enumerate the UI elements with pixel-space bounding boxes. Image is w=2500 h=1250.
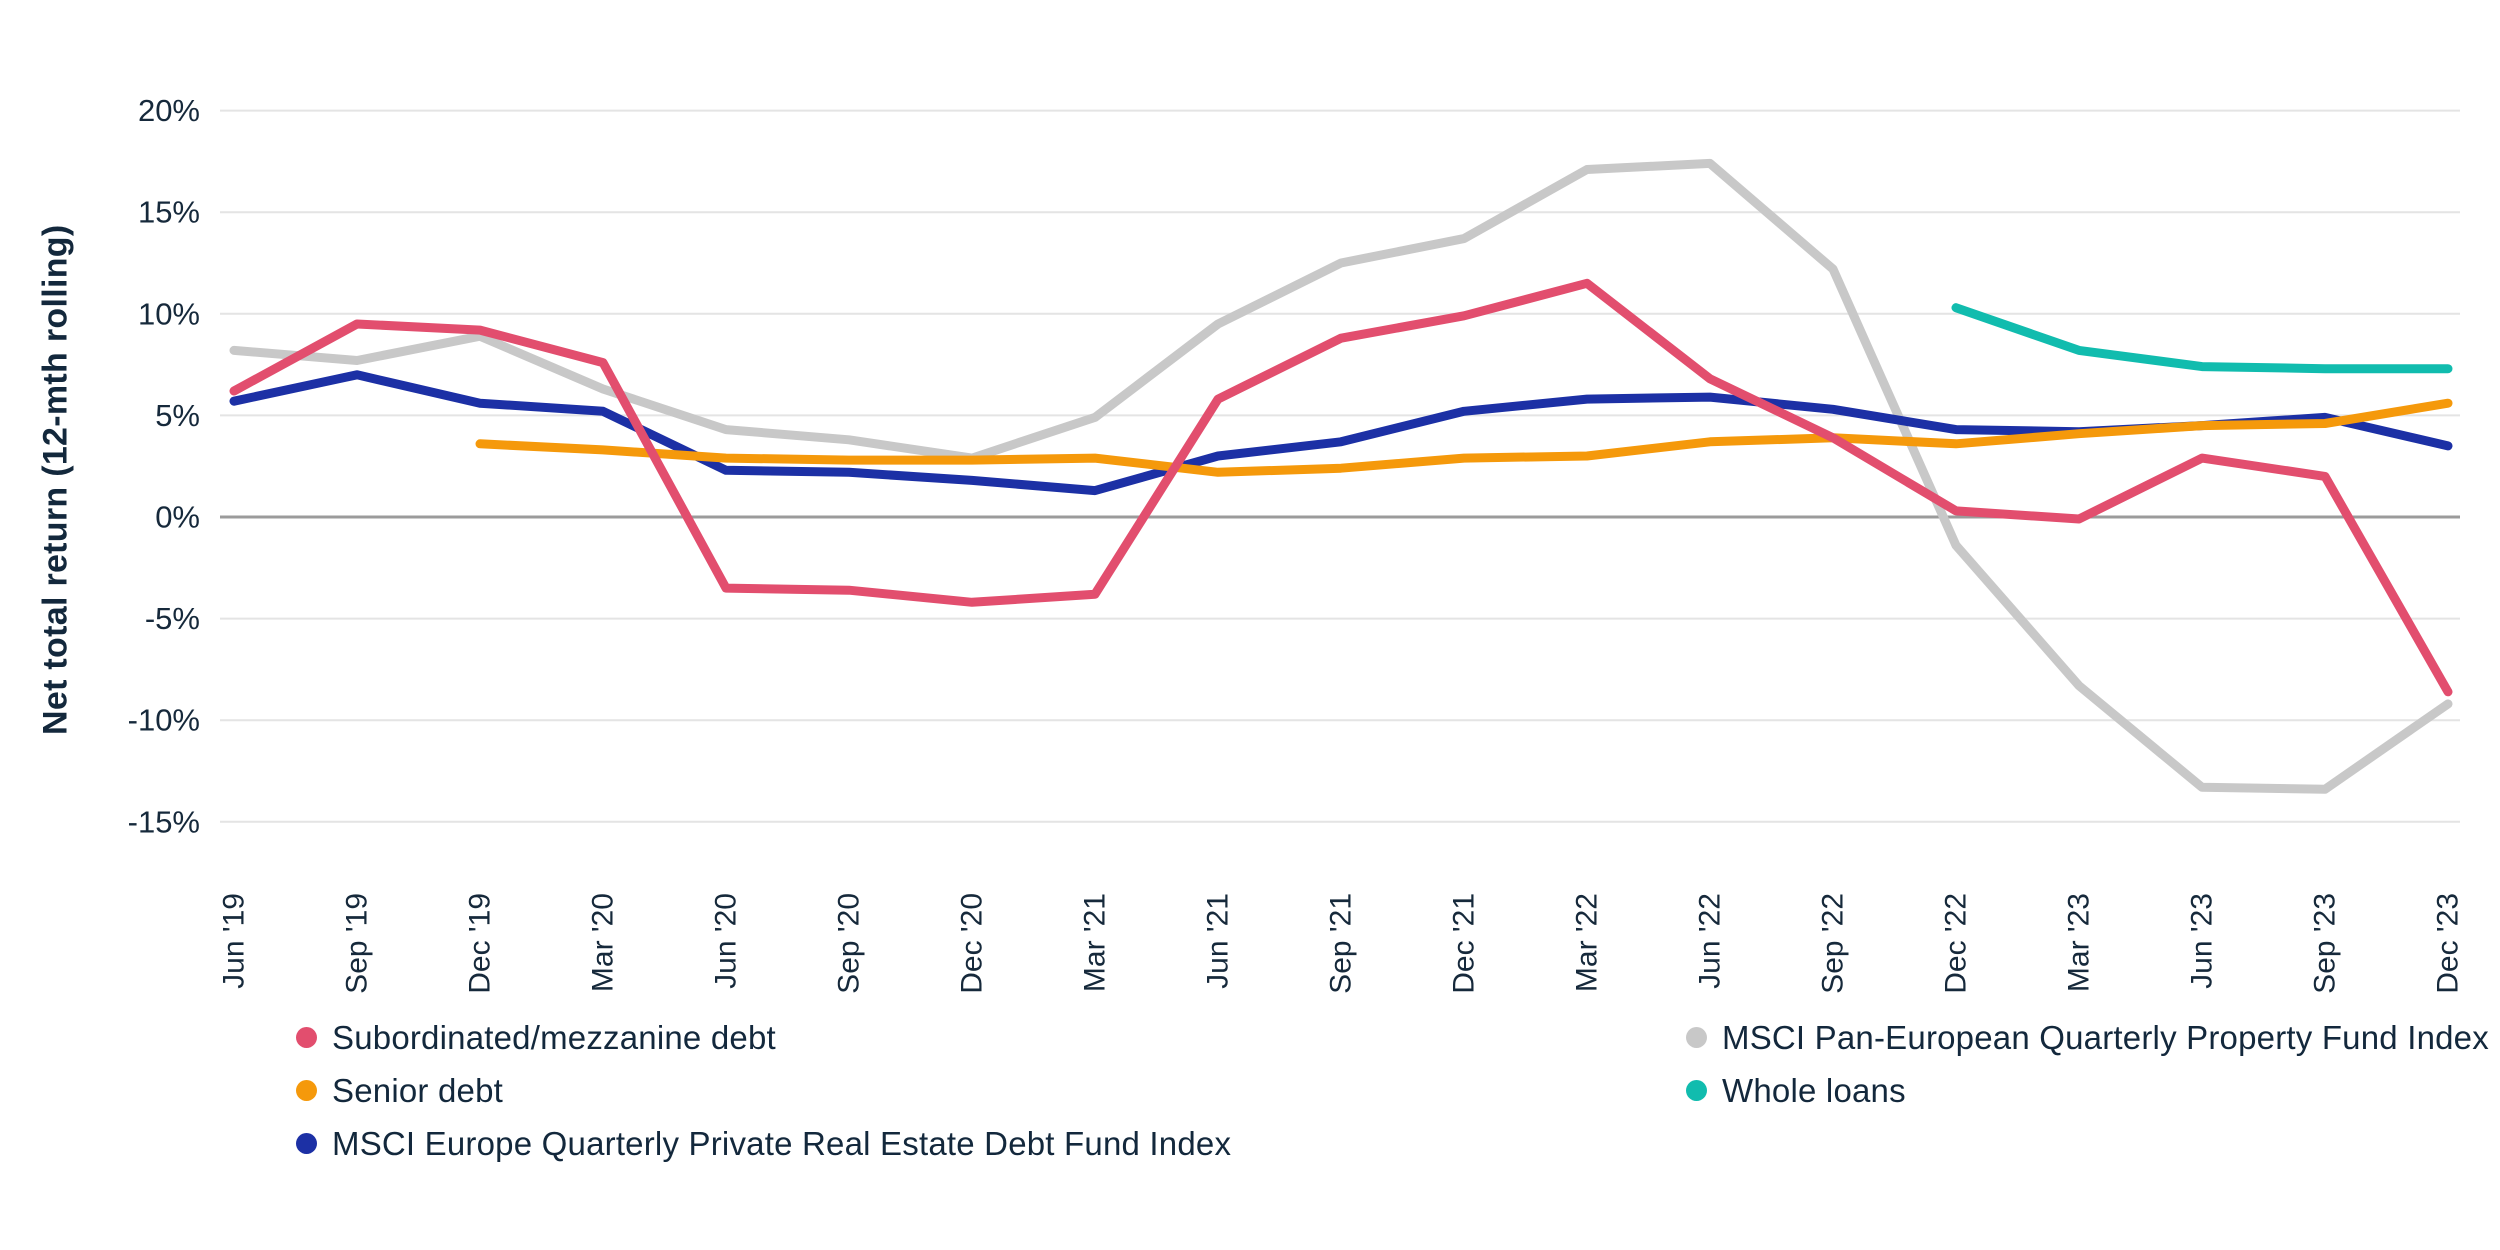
x-tick-label-8: Jun '21: [1202, 893, 1235, 989]
legend-dot-senior-debt: [296, 1080, 317, 1101]
y-tick-label--15: -15%: [128, 804, 200, 839]
legend-dot-msci-pan-european-property-fund-index: [1686, 1027, 1707, 1048]
x-tick-label-5: Sep '20: [833, 893, 866, 994]
x-tick-label-16: Jun '23: [2186, 893, 2219, 989]
y-tick-label-10: 10%: [138, 296, 200, 331]
x-tick-label-4: Jun '20: [710, 893, 743, 989]
legend-label: MSCI Pan-European Quarterly Property Fun…: [1722, 1018, 2489, 1056]
legend-dot-subordinated-mezzanine-debt: [296, 1027, 317, 1048]
legend-label: MSCI Europe Quarterly Private Real Estat…: [332, 1124, 1232, 1162]
y-tick-label--5: -5%: [145, 601, 200, 636]
legend-column-right: MSCI Pan-European Quarterly Property Fun…: [1686, 1019, 2489, 1109]
x-tick-label-18: Dec '23: [2432, 893, 2465, 994]
y-tick-label--10: -10%: [128, 703, 200, 738]
series-line-subordinated-mezzanine-debt: [229, 278, 2453, 697]
legend-item-senior-debt: Senior debt: [296, 1072, 1231, 1109]
y-tick-label-0: 0%: [155, 500, 200, 535]
line-chart: 20% 15% 10% 5% 0% -5% -10% -15% Jun '19 Sep '19 De…: [128, 93, 2465, 994]
x-tick-label-14: Dec '22: [1940, 893, 1973, 994]
legend-item-msci-pan-european-property-fund-index: MSCI Pan-European Quarterly Property Fun…: [1686, 1019, 2489, 1056]
x-tick-label-10: Dec '21: [1448, 893, 1481, 994]
x-tick-label-0: Jun '19: [218, 893, 251, 989]
legend-dot-whole-loans: [1686, 1080, 1707, 1101]
x-tick-label-2: Dec '19: [464, 893, 497, 994]
x-tick-label-6: Dec '20: [956, 893, 989, 994]
legend-label: Senior debt: [332, 1071, 503, 1109]
x-tick-label-7: Mar '21: [1079, 893, 1112, 992]
series-line-msci-pan-european-quarterly-property-fund-index: [229, 158, 2453, 794]
series-line-whole-loans: [1951, 303, 2453, 374]
x-tick-label-17: Sep '23: [2309, 893, 2342, 994]
x-tick-label-11: Mar '22: [1571, 893, 1604, 992]
legend-label: Whole loans: [1722, 1071, 1906, 1109]
legend-item-whole-loans: Whole loans: [1686, 1072, 2489, 1109]
series-line-senior-debt: [475, 398, 2453, 477]
legend-item-msci-europe-debt-fund-index: MSCI Europe Quarterly Private Real Estat…: [296, 1125, 1231, 1162]
legend-column-left: Subordinated/mezzanine debt Senior debt …: [296, 1019, 1231, 1162]
legend-item-subordinated-mezzanine-debt: Subordinated/mezzanine debt: [296, 1019, 1231, 1056]
y-tick-label-5: 5%: [155, 398, 200, 433]
x-tick-label-3: Mar '20: [587, 893, 620, 992]
legend-label: Subordinated/mezzanine debt: [332, 1018, 776, 1056]
legend-dot-msci-europe-debt-fund-index: [296, 1133, 317, 1154]
x-tick-label-1: Sep '19: [341, 893, 374, 994]
x-tick-label-12: Jun '22: [1694, 893, 1727, 989]
x-tick-label-15: Mar '23: [2063, 893, 2096, 992]
x-tick-label-13: Sep '22: [1817, 893, 1850, 994]
x-tick-label-9: Sep '21: [1325, 893, 1358, 994]
y-tick-label-15: 15%: [138, 195, 200, 230]
y-tick-label-20: 20%: [138, 93, 200, 128]
